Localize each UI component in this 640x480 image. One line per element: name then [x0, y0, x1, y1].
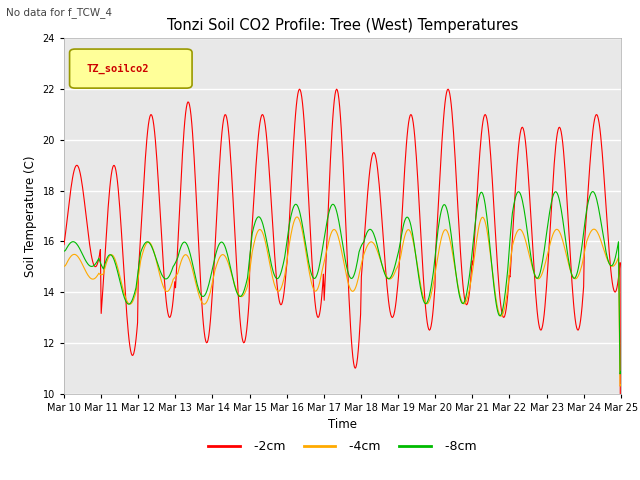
- Legend:  -2cm,  -4cm,  -8cm: -2cm, -4cm, -8cm: [204, 435, 481, 458]
- Y-axis label: Soil Temperature (C): Soil Temperature (C): [24, 155, 37, 277]
- Text: No data for f_TCW_4: No data for f_TCW_4: [6, 7, 113, 18]
- Text: TZ_soilco2: TZ_soilco2: [86, 63, 148, 74]
- X-axis label: Time: Time: [328, 418, 357, 431]
- FancyBboxPatch shape: [70, 49, 192, 88]
- Title: Tonzi Soil CO2 Profile: Tree (West) Temperatures: Tonzi Soil CO2 Profile: Tree (West) Temp…: [166, 18, 518, 33]
